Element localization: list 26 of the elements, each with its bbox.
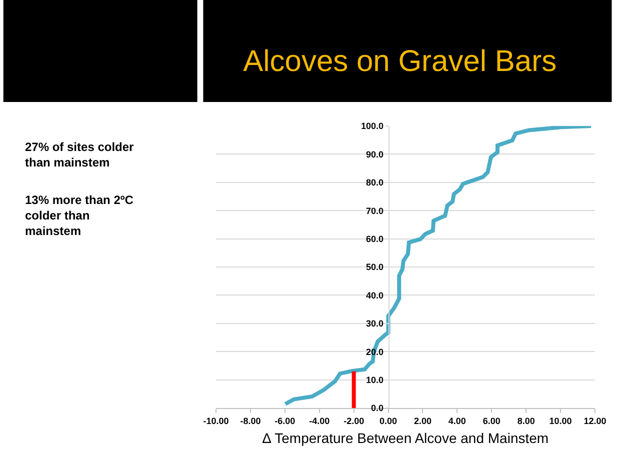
- x-tick-label: 6.00: [482, 416, 500, 426]
- x-tick-label: -10.00: [203, 416, 229, 426]
- x-tick-label: 10.00: [549, 416, 572, 426]
- y-tick-label: 90.0: [366, 149, 384, 160]
- y-tick-label: 40.0: [366, 290, 384, 300]
- y-tick-label: 50.0: [366, 262, 384, 272]
- x-tick-label: -6.00: [274, 416, 296, 426]
- y-tick-label: 30.0: [366, 318, 384, 329]
- y-tick-label: 100.0: [360, 121, 384, 132]
- x-tick-label: 8.00: [517, 416, 535, 426]
- text: 27% of sites colder than mainstem: [25, 140, 134, 170]
- x-tick-label: 4.00: [448, 416, 466, 426]
- y-tick-label: 0.0: [370, 403, 384, 414]
- x-tick-label: -8.00: [240, 416, 261, 426]
- x-tick-label: 2.00: [414, 416, 432, 426]
- y-tick-label: 80.0: [366, 178, 384, 188]
- y-tick-label: 60.0: [366, 234, 384, 244]
- chart-title: Alcoves on Gravel Bars: [243, 44, 557, 78]
- x-tick-label: -2.00: [344, 416, 364, 426]
- x-tick-label: 12.00: [584, 416, 606, 426]
- y-tick-label: 10.0: [366, 374, 384, 385]
- y-tick-label: 70.0: [366, 206, 384, 216]
- x-axis-title: ∆ Temperature Between Alcove and Mainstem: [262, 430, 549, 446]
- x-tick-label: -4.00: [309, 416, 330, 426]
- x-tick-label: 0.00: [380, 416, 398, 426]
- text: 13% more than 2ºC colder than mainstem: [25, 193, 134, 238]
